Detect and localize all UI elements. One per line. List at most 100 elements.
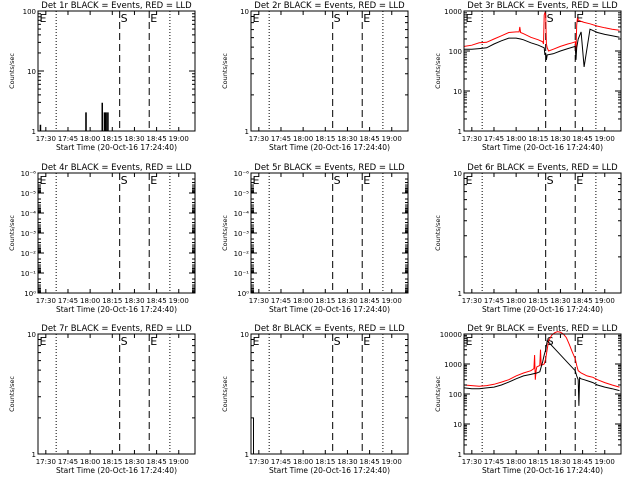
y-tick-label: 1 <box>245 451 249 459</box>
x-tick-label: 17:45 <box>58 458 78 466</box>
x-tick-label: 17:30 <box>36 458 56 466</box>
y-tick-label: 100 <box>23 8 36 16</box>
x-tick-label: 18:00 <box>506 458 526 466</box>
x-tick-label: 18:00 <box>293 458 313 466</box>
x-tick-label: 17:30 <box>462 297 482 305</box>
y-axis-label: Counts/sec <box>434 376 442 412</box>
y-tick-label: 10⁻² <box>21 250 37 258</box>
x-tick-label: 18:15 <box>528 297 548 305</box>
marker-label-e: E <box>150 174 157 187</box>
y-tick-label: 10 <box>453 170 462 178</box>
y-tick-label: 10000 <box>440 331 462 339</box>
x-tick-label: 18:15 <box>315 135 335 143</box>
x-tick-label: 18:45 <box>573 297 593 305</box>
panel-det-1r: Det 1r BLACK = Events, RED = LLD Counts/s… <box>8 1 196 152</box>
x-axis-label: Start Time (20-Oct-16 17:24:40) <box>482 305 603 314</box>
marker-label-e: E <box>39 174 46 187</box>
plot-frame <box>250 333 409 455</box>
marker-label-e: E <box>576 12 583 25</box>
y-tick-label: 1000 <box>444 8 462 16</box>
x-tick-label: 17:45 <box>58 135 78 143</box>
y-tick-label: 10 <box>240 8 249 16</box>
x-tick-label: 18:30 <box>337 458 357 466</box>
x-tick-label: 18:45 <box>147 135 167 143</box>
marker-label-e: E <box>576 335 583 348</box>
x-tick-label: 18:45 <box>360 135 380 143</box>
plot-frame <box>463 172 622 294</box>
x-tick-label: 17:30 <box>249 135 269 143</box>
x-tick-label: 19:00 <box>169 297 189 305</box>
x-axis-label: Start Time (20-Oct-16 17:24:40) <box>482 466 603 475</box>
x-tick-label: 18:00 <box>293 297 313 305</box>
x-tick-label: 18:15 <box>528 135 548 143</box>
y-tick-label: 1 <box>458 128 462 136</box>
panel-title: Det 1r BLACK = Events, RED = LLD <box>41 1 192 11</box>
marker-label-e: E <box>363 174 370 187</box>
panel-title: Det 5r BLACK = Events, RED = LLD <box>254 163 405 173</box>
marker-label-e: E <box>252 335 259 348</box>
x-tick-label: 18:30 <box>337 297 357 305</box>
x-tick-label: 18:45 <box>573 458 593 466</box>
marker-label-e: E <box>39 335 46 348</box>
marker-label-s: S <box>547 174 554 187</box>
x-tick-label: 17:45 <box>484 458 504 466</box>
x-tick-label: 19:00 <box>595 135 615 143</box>
plot-frame <box>37 10 196 132</box>
x-tick-label: 18:15 <box>102 458 122 466</box>
events-series-line <box>39 102 109 132</box>
marker-label-e: E <box>252 174 259 187</box>
panel-title: Det 4r BLACK = Events, RED = LLD <box>41 163 192 173</box>
x-tick-label: 18:15 <box>102 135 122 143</box>
x-tick-label: 18:45 <box>360 297 380 305</box>
plot-frame <box>37 172 196 294</box>
x-tick-label: 19:00 <box>595 458 615 466</box>
y-tick-label: 10 <box>27 331 36 339</box>
x-tick-label: 17:30 <box>462 458 482 466</box>
x-tick-label: 18:00 <box>80 297 100 305</box>
y-axis-label: Counts/sec <box>434 53 442 89</box>
panel-det-5r: Det 5r BLACK = Events, RED = LLD Counts/s… <box>221 163 409 314</box>
x-tick-label: 17:30 <box>249 297 269 305</box>
marker-label-e: E <box>465 335 472 348</box>
y-tick-label: 100 <box>449 391 462 399</box>
x-tick-label: 18:30 <box>124 297 144 305</box>
y-tick-label: 1 <box>245 128 249 136</box>
marker-label-s: S <box>547 12 554 25</box>
y-tick-label: 10⁻¹ <box>21 270 37 278</box>
y-tick-label: 10 <box>453 421 462 429</box>
x-tick-label: 19:00 <box>595 297 615 305</box>
y-tick-label: 10⁰ <box>24 290 36 298</box>
y-tick-label: 1 <box>32 128 36 136</box>
y-tick-label: 10 <box>240 331 249 339</box>
events-series-line <box>464 28 620 67</box>
x-tick-label: 18:15 <box>528 458 548 466</box>
x-tick-label: 17:45 <box>271 135 291 143</box>
panel-title: Det 9r BLACK = Events, RED = LLD <box>467 324 618 334</box>
panel-title: Det 6r BLACK = Events, RED = LLD <box>467 163 618 173</box>
marker-label-e: E <box>576 174 583 187</box>
y-tick-label: 10⁻³ <box>21 230 37 238</box>
y-tick-label: 1 <box>458 290 462 298</box>
marker-label-s: S <box>121 174 128 187</box>
panel-title: Det 8r BLACK = Events, RED = LLD <box>254 324 405 334</box>
x-tick-label: 18:15 <box>102 297 122 305</box>
y-axis-label: Counts/sec <box>221 215 229 251</box>
y-axis-label: Counts/sec <box>221 376 229 412</box>
x-tick-label: 17:45 <box>58 297 78 305</box>
x-tick-label: 18:30 <box>124 135 144 143</box>
panel-title: Det 2r BLACK = Events, RED = LLD <box>254 1 405 11</box>
marker-label-s: S <box>547 335 554 348</box>
marker-label-e: E <box>252 12 259 25</box>
marker-label-e: E <box>465 12 472 25</box>
y-axis-label: Counts/sec <box>8 215 16 251</box>
x-tick-label: 18:45 <box>147 297 167 305</box>
y-tick-label: 1 <box>458 451 462 459</box>
marker-label-e: E <box>363 335 370 348</box>
x-tick-label: 18:30 <box>550 297 570 305</box>
y-tick-label: 10⁻⁶ <box>234 170 250 178</box>
x-axis-label: Start Time (20-Oct-16 17:24:40) <box>56 466 177 475</box>
x-axis-label: Start Time (20-Oct-16 17:24:40) <box>269 143 390 152</box>
x-tick-label: 19:00 <box>382 458 402 466</box>
